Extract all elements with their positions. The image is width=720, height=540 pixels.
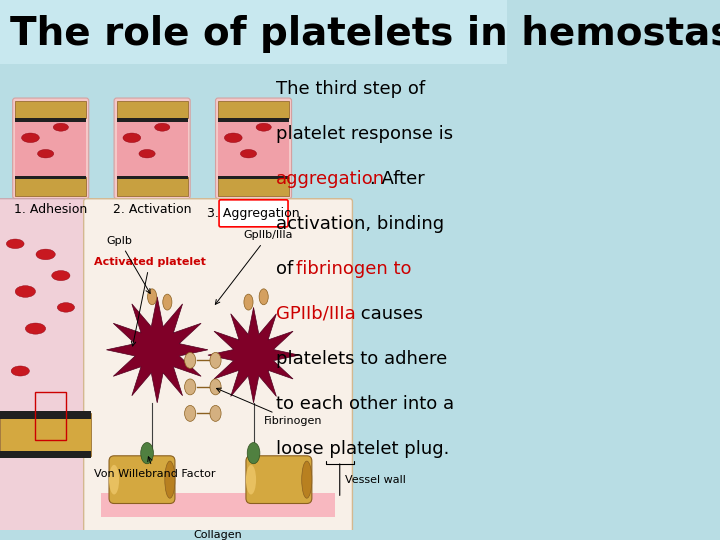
Bar [117, 176, 188, 179]
Bar [117, 122, 188, 177]
Ellipse shape [11, 366, 30, 376]
Ellipse shape [184, 406, 196, 421]
Text: Activated platelet: Activated platelet [94, 257, 206, 346]
Ellipse shape [37, 150, 54, 158]
Ellipse shape [148, 289, 157, 305]
Bar [0, 450, 91, 458]
Text: platelet response is: platelet response is [276, 125, 454, 143]
Ellipse shape [240, 150, 256, 158]
FancyBboxPatch shape [246, 456, 312, 503]
Text: loose platelet plug.: loose platelet plug. [276, 440, 450, 458]
Bar [117, 100, 188, 118]
FancyBboxPatch shape [219, 200, 288, 227]
Bar [218, 100, 289, 118]
Text: causes: causes [355, 305, 423, 323]
FancyBboxPatch shape [215, 98, 292, 199]
Ellipse shape [22, 133, 40, 143]
Ellipse shape [184, 379, 196, 395]
Ellipse shape [210, 353, 221, 368]
Bar [15, 176, 86, 179]
Text: 2. Activation: 2. Activation [113, 203, 192, 216]
Text: aggregation: aggregation [276, 170, 385, 187]
FancyBboxPatch shape [114, 98, 190, 199]
Ellipse shape [25, 323, 45, 334]
Text: GPIIb/IIIa: GPIIb/IIIa [276, 305, 356, 323]
Text: 1. Adhesion: 1. Adhesion [14, 203, 87, 216]
Bar [15, 118, 86, 122]
Text: GpIb: GpIb [107, 236, 150, 293]
Ellipse shape [184, 353, 196, 368]
FancyBboxPatch shape [84, 199, 352, 532]
Ellipse shape [140, 443, 153, 464]
Bar [15, 122, 86, 177]
Text: GpIIb/IIIa: GpIIb/IIIa [215, 231, 293, 305]
Ellipse shape [139, 150, 156, 158]
Ellipse shape [123, 133, 140, 143]
FancyBboxPatch shape [13, 98, 89, 199]
Ellipse shape [247, 443, 260, 464]
Ellipse shape [58, 302, 75, 312]
Text: 3. Aggregation: 3. Aggregation [207, 207, 300, 220]
Text: Fibrinogen: Fibrinogen [217, 388, 322, 426]
Ellipse shape [52, 271, 70, 281]
Ellipse shape [109, 465, 120, 495]
Bar [0, 0, 507, 64]
Polygon shape [107, 297, 208, 403]
FancyBboxPatch shape [109, 456, 175, 503]
Ellipse shape [225, 133, 242, 143]
Bar [15, 177, 86, 196]
Bar [218, 177, 289, 196]
Text: fibrinogen to: fibrinogen to [296, 260, 411, 278]
Ellipse shape [246, 465, 256, 495]
Ellipse shape [259, 289, 269, 305]
Text: The role of platelets in hemostasis: The role of platelets in hemostasis [10, 16, 720, 53]
Bar [0, 414, 91, 456]
Ellipse shape [163, 294, 172, 310]
Ellipse shape [244, 294, 253, 310]
Bar [0, 411, 91, 418]
Bar [218, 176, 289, 179]
Bar [117, 177, 188, 196]
Text: . After: . After [370, 170, 425, 187]
Ellipse shape [15, 286, 35, 298]
Bar [15, 100, 86, 118]
Text: Vessel wall: Vessel wall [345, 475, 405, 485]
Ellipse shape [210, 379, 221, 395]
Bar [102, 493, 335, 517]
Ellipse shape [210, 406, 221, 421]
Text: Collagen: Collagen [194, 530, 243, 540]
Ellipse shape [256, 123, 271, 131]
Bar [0, 64, 507, 530]
Text: platelets to adhere: platelets to adhere [276, 350, 448, 368]
Ellipse shape [36, 249, 55, 260]
Text: to each other into a: to each other into a [276, 395, 454, 413]
Ellipse shape [302, 461, 312, 498]
Text: Von Willebrand Factor: Von Willebrand Factor [94, 457, 215, 479]
FancyBboxPatch shape [0, 199, 94, 532]
Ellipse shape [6, 239, 24, 248]
Bar [218, 118, 289, 122]
Ellipse shape [53, 123, 68, 131]
Bar [35, 392, 66, 440]
Bar [117, 118, 188, 122]
Text: of: of [276, 260, 300, 278]
Polygon shape [208, 307, 300, 403]
Ellipse shape [155, 123, 170, 131]
Bar [218, 122, 289, 177]
Text: The third step of: The third step of [276, 79, 426, 98]
Text: activation, binding: activation, binding [276, 215, 444, 233]
Ellipse shape [165, 461, 175, 498]
